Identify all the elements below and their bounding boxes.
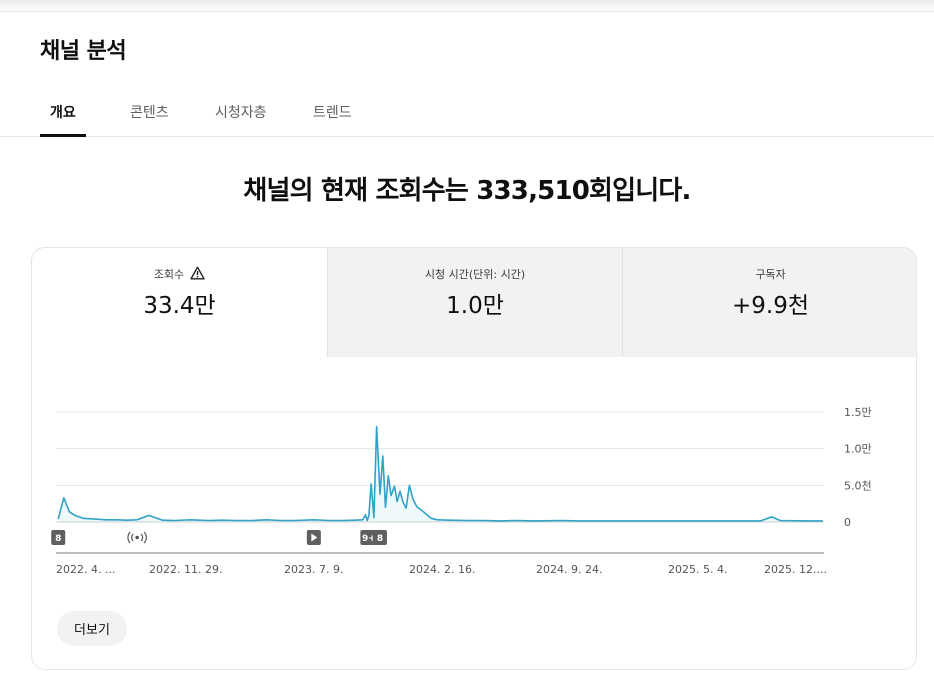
live-broadcast-wave (127, 531, 131, 544)
metric-watch-time[interactable]: 시청 시간(단위: 시간) 1.0만 (327, 248, 622, 357)
metric-subscribers[interactable]: 구독자 +9.9천 (622, 248, 916, 357)
chart-area-fill (58, 426, 823, 522)
metric-views-value: 33.4만 (143, 293, 216, 319)
chart-y-tick-label: 1.5만 (844, 406, 872, 419)
event-count-badge-text: 8 (377, 534, 383, 544)
live-broadcast-icon (135, 535, 139, 540)
chart-series-line (57, 425, 823, 522)
metric-watch-time-label: 시청 시간(단위: 시간) (424, 268, 526, 281)
top-app-bar-shadow (0, 0, 934, 12)
tab-bar: 개요 콘텐츠 시청자층 트렌드 (0, 90, 934, 137)
chart-y-tick-label: 0 (844, 516, 851, 529)
chart-x-tick-label: 2025. 5. 4. (668, 563, 727, 576)
metric-views-label-row: 조회수 (32, 266, 327, 283)
metric-subscribers-label: 구독자 (755, 268, 786, 281)
chart-x-tick-label: 2022. 4. ... (56, 563, 115, 576)
views-chart[interactable]: 1.5만 1.0만 5.0천 0 8 9+ 8 2022. 4. ... 2022. 11. 2… (32, 357, 916, 607)
live-broadcast-wave (140, 533, 144, 542)
page-title: 채널 분석 (40, 39, 127, 64)
chart-x-tick-label: 2023. 7. 9. (284, 563, 343, 576)
metric-watch-time-value: 1.0만 (446, 293, 504, 319)
chart-y-tick-label: 5.0천 (844, 478, 872, 492)
tab-trends[interactable]: 트렌드 (313, 105, 352, 121)
event-count-badge (51, 530, 66, 545)
chart-y-tick-label: 1.0만 (844, 443, 872, 456)
live-broadcast-wave (131, 533, 134, 542)
chart-x-tick-label: 2025. 12.... (764, 563, 827, 576)
tab-overview[interactable]: 개요 (40, 102, 86, 137)
event-count-badge-text: 8 (55, 534, 61, 544)
event-count-badge-text: 9+ (362, 534, 376, 544)
metric-views-label: 조회수 (153, 268, 185, 281)
tab-content[interactable]: 콘텐츠 (130, 105, 169, 121)
event-count-badge (372, 530, 387, 545)
metric-views[interactable]: 조회수 33.4만 (32, 248, 327, 357)
chart-x-tick-label: 2024. 2. 16. (409, 563, 475, 576)
live-broadcast-wave (143, 531, 147, 544)
chart-x-tick-label: 2022. 11. 29. (149, 563, 222, 576)
warning-triangle-icon[interactable] (190, 266, 205, 283)
tab-audience[interactable]: 시청자층 (215, 105, 267, 121)
see-more-button[interactable]: 더보기 (57, 611, 127, 646)
channel-views-headline: 채널의 현재 조회수는 333,510회입니다. (243, 176, 691, 206)
chart-x-tick-label: 2024. 9. 24. (536, 563, 602, 576)
analytics-card: 조회수 33.4만 시청 시간(단위: 시간) 1.0만 구독자 +9.9천 1… (31, 247, 917, 670)
metric-subscribers-value: +9.9천 (731, 293, 809, 319)
play-icon-glyph (311, 533, 318, 542)
